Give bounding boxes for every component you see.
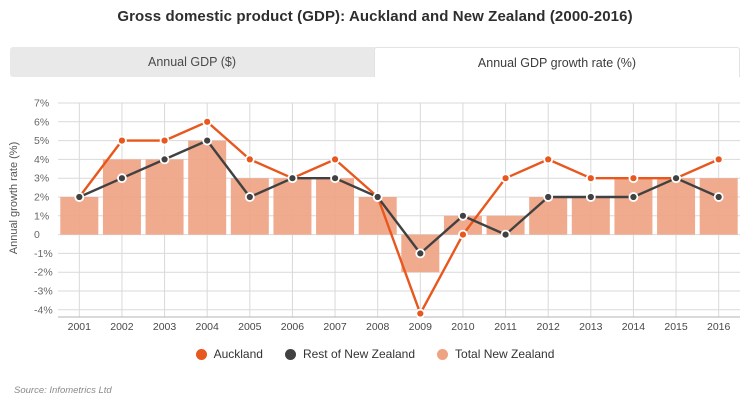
point-auckland-2007[interactable] (330, 154, 340, 165)
point-rest-of-new-zealand-2002[interactable] (117, 173, 127, 184)
point-rest-of-new-zealand-2006[interactable] (287, 173, 298, 184)
svg-text:2003: 2003 (153, 321, 177, 333)
svg-text:-3%: -3% (34, 286, 53, 298)
point-auckland-2014[interactable] (628, 173, 639, 184)
svg-text:1%: 1% (34, 210, 49, 222)
svg-text:2005: 2005 (238, 321, 262, 333)
point-rest-of-new-zealand-2010[interactable] (458, 210, 468, 221)
point-auckland-2009[interactable] (415, 308, 426, 319)
svg-text:5%: 5% (34, 135, 49, 147)
svg-text:2006: 2006 (281, 321, 305, 333)
point-auckland-2010[interactable] (458, 229, 468, 240)
legend-label-total-new-zealand: Total New Zealand (455, 347, 555, 361)
gdp-growth-chart: 7% 6% 5% 4% 3% 2% 1% 0 -1% -2% -3% -4% 2001 2002 2003 2… (34, 98, 740, 333)
point-rest-of-new-zealand-2012[interactable] (543, 192, 554, 202)
auckland-swatch-icon (195, 348, 207, 360)
legend-item-auckland[interactable]: Auckland (195, 347, 263, 361)
svg-text:2010: 2010 (451, 321, 475, 333)
tab-bar: Annual GDP ($) Annual GDP growth rate (%… (10, 47, 740, 77)
rest-of-new-zealand-swatch-icon (284, 348, 296, 360)
svg-text:2007: 2007 (323, 321, 347, 333)
point-auckland-2016[interactable] (713, 154, 724, 165)
y-axis-title: Annual growth rate (%) (8, 141, 20, 255)
svg-text:2012: 2012 (537, 321, 561, 333)
bar-2007[interactable] (316, 178, 355, 235)
svg-text:2013: 2013 (579, 321, 603, 333)
svg-text:3%: 3% (34, 173, 49, 185)
svg-text:-2%: -2% (34, 267, 53, 279)
svg-text:2001: 2001 (68, 321, 92, 333)
legend-label-rest-of-new-zealand: Rest of New Zealand (302, 347, 416, 361)
svg-text:2009: 2009 (409, 321, 433, 333)
point-auckland-2013[interactable] (585, 173, 596, 184)
point-auckland-2002[interactable] (117, 135, 127, 146)
point-auckland-2003[interactable] (159, 135, 170, 146)
bar-2005[interactable] (230, 178, 269, 235)
point-rest-of-new-zealand-2005[interactable] (244, 192, 255, 202)
svg-text:2016: 2016 (707, 321, 731, 333)
legend-item-total-new-zealand[interactable]: Total New Zealand (437, 347, 554, 361)
svg-text:2004: 2004 (196, 321, 220, 333)
bar-2003[interactable] (145, 159, 184, 235)
point-auckland-2012[interactable] (543, 154, 554, 165)
legend-label-auckland: Auckland (213, 347, 263, 361)
point-rest-of-new-zealand-2014[interactable] (628, 192, 639, 202)
svg-text:7%: 7% (34, 98, 49, 110)
tab-annual-gdp-growth-rate[interactable]: Annual GDP growth rate (%) (374, 47, 740, 77)
svg-text:2002: 2002 (110, 321, 134, 333)
point-auckland-2004[interactable] (202, 116, 213, 127)
svg-text:6%: 6% (34, 116, 49, 128)
bar-2012[interactable] (529, 197, 568, 235)
point-rest-of-new-zealand-2008[interactable] (372, 192, 383, 202)
point-rest-of-new-zealand-2013[interactable] (585, 192, 596, 202)
svg-text:2015: 2015 (664, 321, 688, 333)
point-auckland-2005[interactable] (244, 154, 255, 165)
point-rest-of-new-zealand-2003[interactable] (159, 154, 170, 165)
point-rest-of-new-zealand-2007[interactable] (330, 173, 340, 184)
svg-text:4%: 4% (34, 154, 49, 166)
point-rest-of-new-zealand-2011[interactable] (500, 229, 511, 240)
point-rest-of-new-zealand-2004[interactable] (202, 135, 213, 146)
point-auckland-2011[interactable] (500, 173, 511, 184)
total-new-zealand-swatch-icon (437, 348, 449, 360)
point-rest-of-new-zealand-2015[interactable] (671, 173, 681, 184)
bar-2004[interactable] (188, 140, 227, 235)
bar-2015[interactable] (657, 178, 696, 235)
point-rest-of-new-zealand-2001[interactable] (74, 192, 85, 202)
bar-2006[interactable] (273, 178, 312, 235)
svg-text:2008: 2008 (366, 321, 390, 333)
point-rest-of-new-zealand-2009[interactable] (415, 248, 426, 259)
svg-text:2011: 2011 (494, 321, 517, 333)
legend-item-rest-of-new-zealand[interactable]: Rest of New Zealand (284, 347, 416, 361)
chart-legend: Auckland Rest of New Zealand Total New Z… (0, 347, 750, 361)
bar-2016[interactable] (699, 178, 738, 235)
svg-text:2014: 2014 (622, 321, 646, 333)
bar-2014[interactable] (614, 178, 653, 235)
bar-2001[interactable] (60, 197, 99, 235)
svg-text:-4%: -4% (34, 304, 53, 316)
svg-text:2%: 2% (34, 192, 49, 204)
svg-text:0: 0 (34, 229, 40, 241)
point-rest-of-new-zealand-2016[interactable] (713, 192, 724, 202)
source-attribution: Source: Infometrics Ltd (14, 385, 112, 396)
tab-annual-gdp[interactable]: Annual GDP ($) (147, 55, 236, 69)
chart-area: Annual growth rate (%) 7% 6% 5% 4% 3% 2% 1% 0 -1… (0, 89, 750, 339)
bar-2013[interactable] (571, 197, 610, 235)
bar-2002[interactable] (102, 159, 141, 235)
svg-text:-1%: -1% (34, 248, 53, 260)
page-title: Gross domestic product (GDP): Auckland a… (117, 8, 633, 25)
